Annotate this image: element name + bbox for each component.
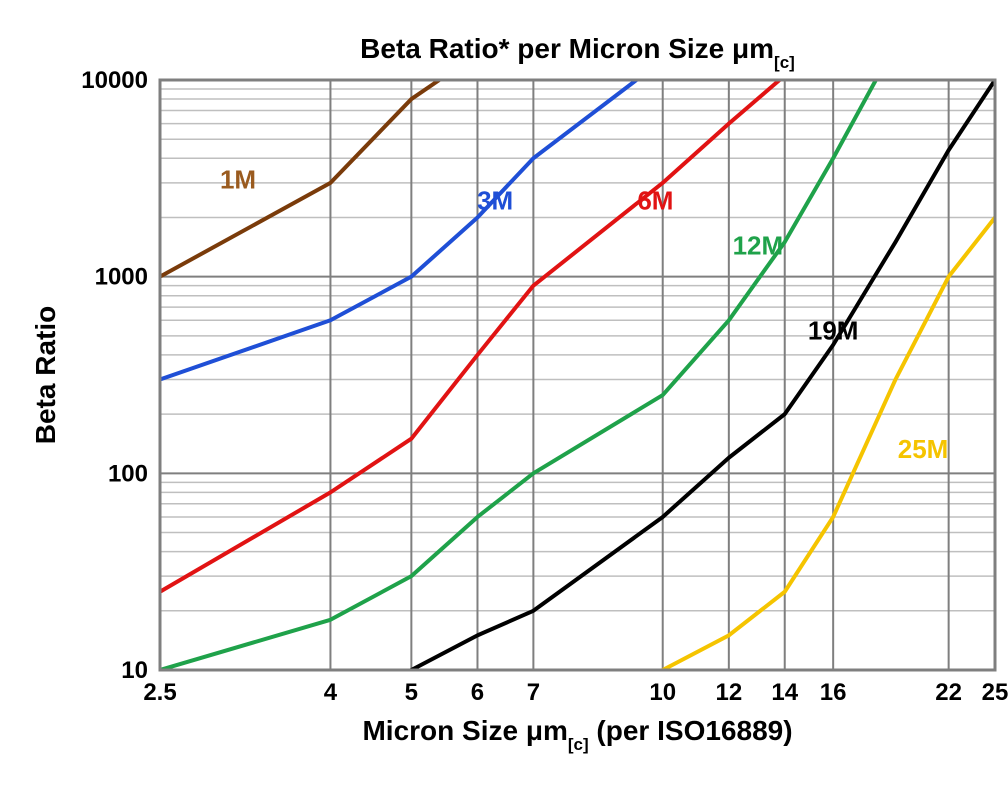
x-tick-label: 25 xyxy=(982,679,1008,706)
beta-ratio-chart: 1M 3M 6M 12M 19M 25M 2.5 4 5 6 7 10 12 14 16 22 25 10 100 1… xyxy=(20,20,1008,766)
x-tick-label: 16 xyxy=(820,679,847,706)
x-tick-label: 7 xyxy=(527,679,540,706)
y-axis-label: Beta Ratio xyxy=(30,306,61,444)
x-tick-label: 12 xyxy=(715,679,742,706)
series-label-3M: 3M xyxy=(477,185,513,215)
x-tick-label: 5 xyxy=(405,679,418,706)
chart-title: Beta Ratio* per Micron Size μm[c] xyxy=(360,33,795,72)
y-tick-label: 1000 xyxy=(95,264,148,291)
x-axis-label: Micron Size μm[c] (per ISO16889) xyxy=(362,715,792,754)
x-tick-label: 2.5 xyxy=(143,679,176,706)
x-tick-label: 6 xyxy=(471,679,484,706)
x-tick-label: 22 xyxy=(935,679,962,706)
chart-svg: 1M 3M 6M 12M 19M 25M 2.5 4 5 6 7 10 12 14 16 22 25 10 100 1… xyxy=(20,20,1008,766)
x-tick-label: 4 xyxy=(324,679,338,706)
y-tick-label: 10 xyxy=(121,657,148,684)
y-tick-label: 10000 xyxy=(81,67,148,94)
x-tick-label: 14 xyxy=(771,679,798,706)
x-tick-label: 10 xyxy=(649,679,676,706)
series-label-1M: 1M xyxy=(220,165,256,195)
series-label-6M: 6M xyxy=(637,185,673,215)
series-label-12M: 12M xyxy=(733,230,784,260)
series-label-19M: 19M xyxy=(808,315,859,345)
y-tick-label: 100 xyxy=(108,460,148,487)
series-label-25M: 25M xyxy=(898,434,949,464)
